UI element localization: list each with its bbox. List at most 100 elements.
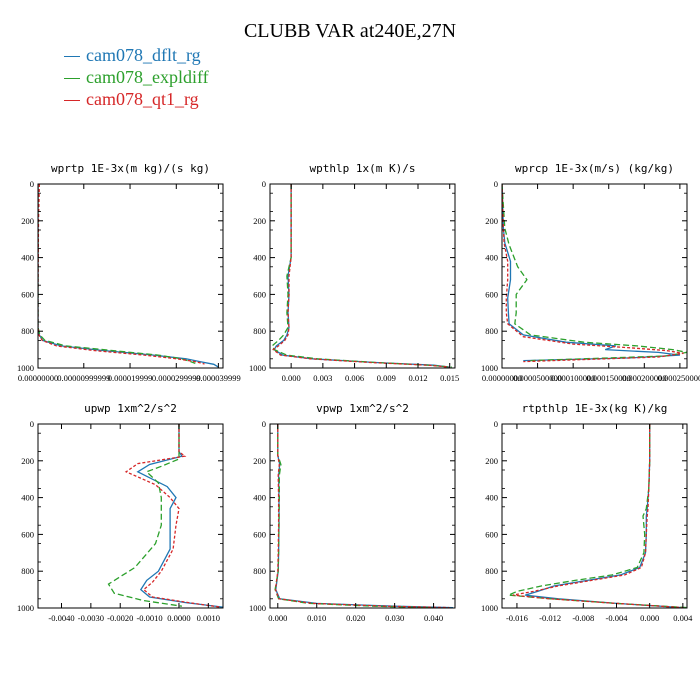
x-tick-label: -0.0020 xyxy=(107,613,133,623)
y-tick-label: 200 xyxy=(485,456,498,466)
x-tick-label: 0.000150000 xyxy=(586,373,631,383)
y-tick-label: 1000 xyxy=(17,603,34,613)
x-tick-label: 0.0010 xyxy=(197,613,220,623)
legend-line-expldiff xyxy=(64,78,80,80)
series-line-cam078_qt1_rg xyxy=(124,424,221,608)
x-tick-label: 0.020 xyxy=(346,613,365,623)
series-line-cam078_dflt_rg xyxy=(525,424,683,608)
x-tick-label: 0.004 xyxy=(673,613,693,623)
y-tick-label: 1000 xyxy=(481,363,498,373)
legend-line-dflt xyxy=(64,56,80,58)
y-tick-label: 800 xyxy=(253,566,266,576)
y-tick-label: 200 xyxy=(253,216,266,226)
x-tick-label: -0.008 xyxy=(572,613,594,623)
series-line-cam078_dflt_rg xyxy=(38,184,219,368)
series-line-cam078_qt1_rg xyxy=(274,424,450,608)
subplot-title: upwp 1xm^2/s^2 xyxy=(84,402,177,415)
y-tick-label: 600 xyxy=(485,529,498,539)
plot-frame xyxy=(269,183,456,369)
subplot-1: wprtp 1E-3x(m kg)/(s kg) 0 200 400 600 800 100… xyxy=(17,162,241,383)
x-tick-label: 0.030 xyxy=(385,613,404,623)
series-line-cam078_dflt_rg xyxy=(275,424,454,608)
y-tick-label: 600 xyxy=(253,529,266,539)
y-tick-label: 1000 xyxy=(481,603,498,613)
series-line-cam078_expldiff xyxy=(274,424,434,608)
x-tick-label: 0.012 xyxy=(408,373,427,383)
x-tick-label: 0.015 xyxy=(440,373,459,383)
y-tick-label: 1000 xyxy=(249,603,266,613)
y-tick-label: 200 xyxy=(21,216,34,226)
series-line-cam078_expldiff xyxy=(38,184,196,365)
plot-frame xyxy=(501,423,688,609)
x-tick-label: 0.000 xyxy=(640,613,659,623)
y-tick-label: 0 xyxy=(262,179,266,189)
x-tick-label: -0.0010 xyxy=(136,613,162,623)
legend-line-qt1 xyxy=(64,100,80,102)
series-line-cam078_expldiff xyxy=(506,424,687,608)
y-tick-label: 600 xyxy=(21,529,34,539)
y-tick-label: 800 xyxy=(21,326,34,336)
x-tick-label: 0.000100000 xyxy=(551,373,596,383)
x-tick-label: 0.000250000 xyxy=(658,373,700,383)
y-tick-label: 400 xyxy=(21,493,34,503)
y-tick-label: 400 xyxy=(21,253,34,263)
plot-frame xyxy=(37,183,224,369)
x-tick-label: -0.004 xyxy=(605,613,628,623)
subplot-4: upwp 1xm^2/s^2 0 200 400 600 800 1000 -0.0040 -0… xyxy=(17,402,224,623)
y-tick-label: 400 xyxy=(485,493,498,503)
x-tick-label: 0.000200000 xyxy=(622,373,667,383)
series-line-cam078_expldiff xyxy=(271,184,452,368)
series-line-cam078_dflt_rg xyxy=(502,184,680,362)
series-line-cam078_qt1_rg xyxy=(272,184,450,368)
x-tick-label: 0.006 xyxy=(345,373,364,383)
y-tick-label: 1000 xyxy=(17,363,34,373)
x-tick-label: -0.016 xyxy=(506,613,528,623)
x-tick-label: 0.0000 xyxy=(167,613,190,623)
legend-entry-qt1: cam078_qt1_rg xyxy=(64,88,199,110)
y-tick-label: 800 xyxy=(485,326,498,336)
subplot-5: vpwp 1xm^2/s^2 0 200 400 600 800 10000.000 0.01… xyxy=(249,402,456,623)
legend-entry-dflt: cam078_dflt_rg xyxy=(64,44,201,66)
x-tick-label: 0.00000000 xyxy=(18,373,58,383)
y-tick-label: 0 xyxy=(30,179,34,189)
y-tick-label: 200 xyxy=(253,456,266,466)
x-tick-label: -0.0040 xyxy=(48,613,74,623)
series-line-cam078_qt1_rg xyxy=(512,424,683,608)
y-tick-label: 0 xyxy=(494,419,498,429)
series-line-cam078_dflt_rg xyxy=(273,184,450,368)
x-tick-label: 0.000 xyxy=(268,613,287,623)
subplot-3: wprcp 1E-3x(m/s) (kg/kg) 0 200 400 600 800 100… xyxy=(481,162,700,383)
x-tick-label: -0.012 xyxy=(539,613,561,623)
y-tick-label: 400 xyxy=(485,253,498,263)
y-tick-label: 800 xyxy=(485,566,498,576)
x-tick-label: 0.000019999 xyxy=(108,373,153,383)
x-tick-label: -0.0030 xyxy=(78,613,104,623)
x-tick-label: 0.010 xyxy=(307,613,326,623)
x-tick-label: 0.0000500000 xyxy=(513,373,562,383)
x-tick-label: 0.0000299999 xyxy=(152,373,201,383)
legend-entry-expldiff: cam078_expldiff xyxy=(64,66,209,88)
y-tick-label: 600 xyxy=(21,289,34,299)
y-tick-label: 0 xyxy=(262,419,266,429)
figure-title: CLUBB VAR at240E,27N xyxy=(243,20,457,42)
subplot-6: rtpthlp 1E-3x(kg K)/kg02004006008001000-… xyxy=(481,402,693,623)
y-tick-label: 600 xyxy=(485,289,498,299)
series-line-cam078_dflt_rg xyxy=(136,424,223,608)
y-tick-label: 0 xyxy=(494,179,498,189)
x-tick-label: 0.040 xyxy=(424,613,443,623)
y-tick-label: 800 xyxy=(253,326,266,336)
series-line-cam078_qt1_rg xyxy=(38,184,205,365)
y-tick-label: 400 xyxy=(253,253,266,263)
subplot-title: rtpthlp 1E-3x(kg K)/kg xyxy=(522,402,668,415)
legend-label-dflt: cam078_dflt_rg xyxy=(86,45,201,65)
series-line-cam078_expldiff xyxy=(502,184,687,362)
subplot-2: wpthlp 1x(m K)/s 0 200 400 600 800 1000 0.000 0.… xyxy=(249,162,459,383)
y-tick-label: 400 xyxy=(253,493,266,503)
y-tick-label: 1000 xyxy=(249,363,266,373)
y-tick-label: 600 xyxy=(253,289,266,299)
subplot-title: wprtp 1E-3x(m kg)/(s kg) xyxy=(51,162,210,175)
y-tick-label: 800 xyxy=(21,566,34,576)
subplot-title: wpthlp 1x(m K)/s xyxy=(310,162,416,175)
y-tick-label: 200 xyxy=(21,456,34,466)
